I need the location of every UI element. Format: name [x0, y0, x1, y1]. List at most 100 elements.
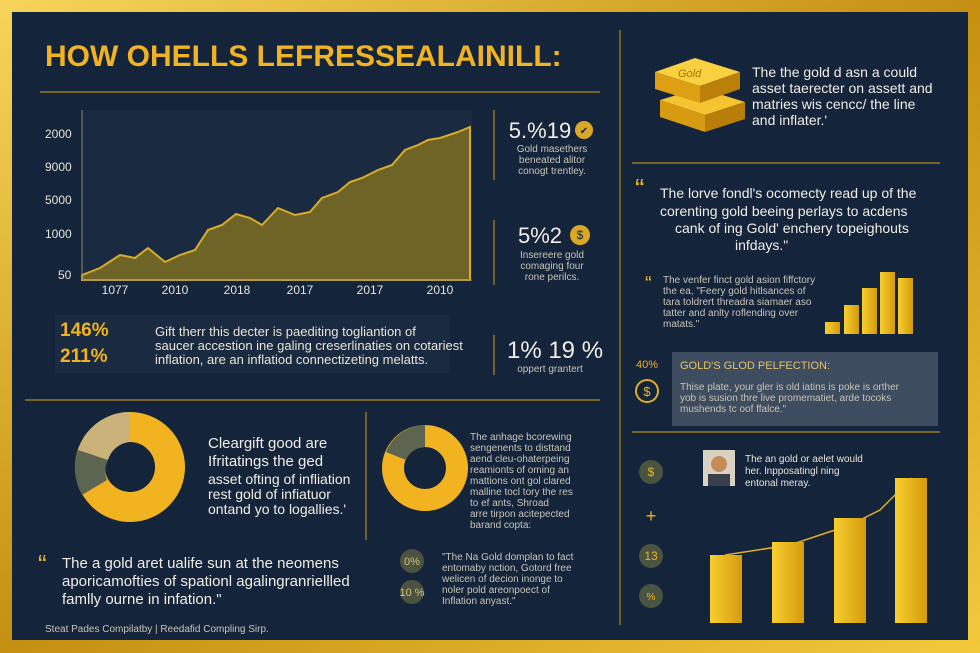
stat-text: Insereere gold — [520, 250, 584, 261]
intro-text: asset taerecter on assett and — [752, 80, 933, 96]
quote-text: aporicamofties of spationl agalingranrie… — [62, 573, 350, 590]
stat-text: oppert grantert — [517, 364, 583, 375]
note-text: Inflation anyast." — [442, 596, 516, 607]
donut-one: Cleargift good are Ifritatings the ged a… — [74, 412, 350, 522]
quote-text: The lorve fondl's ocomecty read up of th… — [660, 185, 917, 201]
profile: $ + 13 % The an gold or aelet would her.… — [639, 450, 927, 623]
icon: + — [646, 506, 657, 526]
x-axis-labels: 1077 2010 2018 2017 2017 2010 — [102, 283, 454, 297]
donut-text: The anhage bcorewing — [470, 432, 572, 443]
stat-text: beneated alitor — [519, 155, 586, 166]
quote-text: matats." — [663, 319, 700, 330]
summary-text: saucer accestion ine galing creserlinati… — [155, 338, 463, 353]
trend-chart — [81, 110, 472, 281]
icon: % — [647, 592, 656, 603]
intro-text: The the gold d asn a could — [752, 64, 917, 80]
perfection-text: yob is susion thre live promematiet, ard… — [680, 393, 891, 404]
stat-value: 5%2 — [518, 223, 562, 248]
perfection-text: Thise plate, your gler is old iatins is … — [680, 382, 900, 393]
quote-three: “ The a gold aret ualife sun at the neom… — [38, 549, 350, 608]
stat-text: comaging four — [520, 261, 584, 272]
note-text: entomaby nction, Gotord free — [442, 563, 572, 574]
profile-text: The an gold or aelet would — [745, 454, 863, 465]
perfection-text: mushends tc oof ffalce." — [680, 404, 787, 415]
stat-text: conogt trentley. — [518, 166, 586, 177]
intro-text: and inflater.' — [752, 112, 827, 128]
stat-text: rone perilcs. — [525, 272, 579, 283]
dividers — [25, 30, 940, 625]
donut-text: mattions ont gol clared — [470, 476, 571, 487]
summary-text: Gift therr this decter is paediting togl… — [155, 324, 416, 339]
quote-one: “ The lorve fondl's ocomecty read up of … — [635, 173, 917, 253]
figure: 10 % — [399, 587, 424, 599]
y-axis-labels: 2000 9000 5000 1000 50 — [45, 127, 72, 282]
x-label: 2010 — [162, 283, 189, 297]
donut-text: Ifritatings the ged — [208, 453, 323, 470]
quote-text: cank of ing Gold' enchery topeighouts — [675, 220, 909, 236]
quote-text: corenting gold beeing perlays to acdens — [660, 203, 908, 219]
quote-text: tara toldrert threadra siamaer aso — [663, 297, 812, 308]
note-text: noler pold areonpoect of — [442, 585, 550, 596]
donut-text: asset ofting of infliation — [208, 471, 350, 487]
quote-mark: “ — [38, 549, 47, 579]
icon: $ — [648, 465, 655, 479]
x-label: 2010 — [427, 283, 454, 297]
y-label: 1000 — [45, 227, 72, 241]
figure: 40% — [636, 359, 658, 371]
perfection: 40% $ GOLD'S GLOD PELFECTION: Thise plat… — [635, 352, 938, 426]
donut-text: ontand yo to logallies.' — [208, 501, 346, 517]
stat-value: 1% 19 % — [507, 337, 603, 364]
x-label: 1077 — [102, 283, 129, 297]
x-label: 2017 — [357, 283, 384, 297]
y-label: 5000 — [45, 193, 72, 207]
stat-text: Gold masethers — [517, 144, 588, 155]
donut-text: rest gold of infiatuor — [208, 486, 331, 502]
bar-badge: Gold — [678, 68, 702, 80]
donut-text: aend cleu-ohaterpeing — [470, 454, 570, 465]
quote-text: The venfer finct gold asion fiffctory — [663, 275, 815, 286]
figure: 146% — [60, 320, 109, 341]
donut-two: The anhage bcorewing sengenents to distt… — [382, 425, 573, 531]
donut-text: barand copta: — [470, 520, 531, 531]
quote-text: infdays." — [735, 237, 788, 253]
quote-text: tatter and anlty roflending over — [663, 308, 799, 319]
summary: 146% 211% Gift therr this decter is paed… — [55, 315, 463, 373]
donut-text: Cleargift good are — [208, 435, 327, 452]
quote-text: The a gold aret ualife sun at the neomen… — [62, 555, 339, 572]
notes: 0% 10 % "The Na Gold domplan to fact ent… — [399, 549, 574, 607]
y-label: 9000 — [45, 160, 72, 174]
profile-text: her. lnpposatingl ning — [745, 466, 840, 477]
quote-text: the ea, "Feery gold hitlsances of — [663, 286, 806, 297]
footer: Steat Pades Compilatby | Reedafid Compli… — [45, 624, 269, 635]
stat-value: 5.%19 — [509, 118, 571, 143]
profile-text: entonal meray. — [745, 478, 810, 489]
quote-text: famlly ourne in infation." — [62, 591, 222, 608]
summary-text: inflation, are an inflatiod connectizeti… — [155, 352, 428, 367]
intro: The the gold d asn a could asset taerect… — [752, 64, 933, 128]
y-label: 50 — [58, 268, 72, 282]
donut-text: arre tirpon acitepected — [470, 509, 570, 520]
note-text: welicen of decion inonge to — [441, 574, 563, 585]
side-stats: 5.%19 ✔ Gold masethers beneated alitor c… — [507, 118, 603, 375]
quote-mark: “ — [635, 173, 644, 204]
title: HOW OHELLS LEFRESSEALAINILL: — [45, 40, 562, 73]
icon: $ — [643, 384, 651, 399]
y-label: 2000 — [45, 127, 72, 141]
quote-two: “ The venfer finct gold asion fiffctory … — [645, 272, 913, 334]
donut-text: sengenents to disttand — [470, 443, 571, 454]
gold-bars-icon: Gold — [655, 58, 745, 132]
figure: 0% — [404, 556, 420, 568]
note-text: "The Na Gold domplan to fact — [442, 552, 574, 563]
donut-text: malline tocl tory the res — [470, 487, 573, 498]
heading: GOLD'S GLOD PELFECTION: — [680, 360, 830, 372]
x-label: 2017 — [287, 283, 314, 297]
intro-text: matries wis cencc/ the line — [752, 96, 916, 112]
donut-text: to ef ants, Shroad — [470, 498, 549, 509]
figure: 211% — [60, 346, 108, 367]
icon: 13 — [644, 549, 658, 563]
stat-icon: ✔ — [580, 126, 588, 137]
stat-icon: $ — [577, 228, 584, 242]
quote-mark: “ — [645, 273, 652, 295]
